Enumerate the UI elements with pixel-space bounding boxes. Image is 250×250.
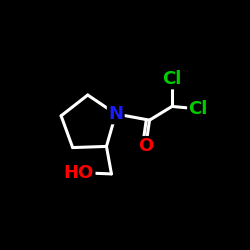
- Text: N: N: [108, 105, 123, 123]
- Text: Cl: Cl: [162, 70, 182, 88]
- Text: Cl: Cl: [188, 100, 208, 118]
- Text: HO: HO: [64, 164, 94, 182]
- Text: O: O: [138, 138, 154, 156]
